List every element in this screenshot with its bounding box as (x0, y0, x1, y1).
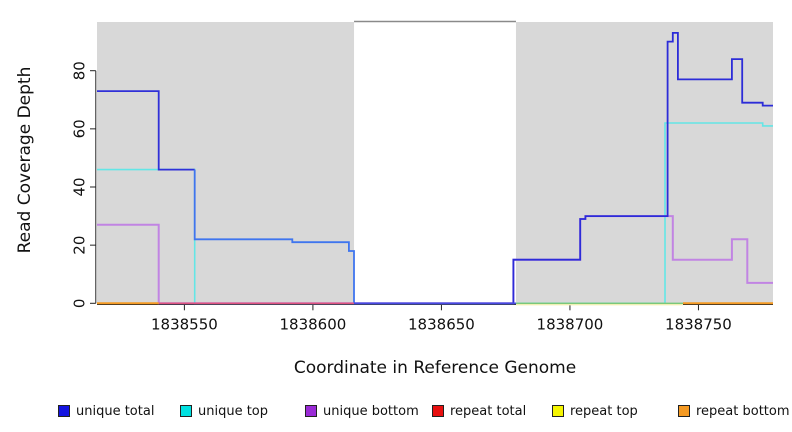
svg-text:1838650: 1838650 (408, 315, 475, 333)
legend: unique total unique top unique bottom re… (0, 399, 792, 423)
legend-swatch-unique-total (58, 405, 70, 417)
shaded-regions (97, 22, 773, 304)
legend-item-repeat-top: repeat top (552, 399, 638, 423)
svg-text:40: 40 (71, 177, 89, 196)
legend-swatch-repeat-top (552, 405, 564, 417)
y-tick-labels: 0 20 40 60 80 (71, 61, 89, 308)
legend-item-repeat-bottom: repeat bottom (678, 399, 790, 423)
legend-label-unique-total: unique total (76, 403, 155, 419)
svg-text:1838750: 1838750 (665, 315, 732, 333)
x-axis-title: Coordinate in Reference Genome (293, 358, 577, 378)
svg-text:60: 60 (71, 119, 89, 138)
svg-text:80: 80 (71, 61, 89, 80)
legend-label-unique-top: unique top (198, 403, 269, 419)
legend-label-unique-bottom: unique bottom (323, 403, 419, 419)
svg-text:0: 0 (71, 299, 89, 309)
x-tick-labels: 1838550 1838600 1838650 1838700 1838750 (151, 315, 732, 333)
legend-swatch-repeat-bottom (678, 405, 690, 417)
svg-text:1838700: 1838700 (537, 315, 604, 333)
legend-swatch-unique-bottom (305, 405, 317, 417)
legend-label-repeat-top: repeat top (570, 403, 638, 419)
legend-swatch-unique-top (180, 405, 192, 417)
svg-text:1838550: 1838550 (151, 315, 218, 333)
legend-swatch-repeat-total (432, 405, 444, 417)
y-axis-title: Read Coverage Depth (15, 66, 35, 254)
svg-text:1838600: 1838600 (280, 315, 347, 333)
series-unique-total (97, 32, 773, 305)
legend-item-repeat-total: repeat total (432, 399, 526, 423)
legend-item-unique-top: unique top (180, 399, 268, 423)
svg-text:20: 20 (71, 236, 89, 255)
legend-label-repeat-total: repeat total (450, 403, 527, 419)
legend-item-unique-total: unique total (58, 399, 154, 423)
legend-label-repeat-bottom: repeat bottom (696, 403, 790, 419)
legend-item-unique-bottom: unique bottom (305, 399, 419, 423)
